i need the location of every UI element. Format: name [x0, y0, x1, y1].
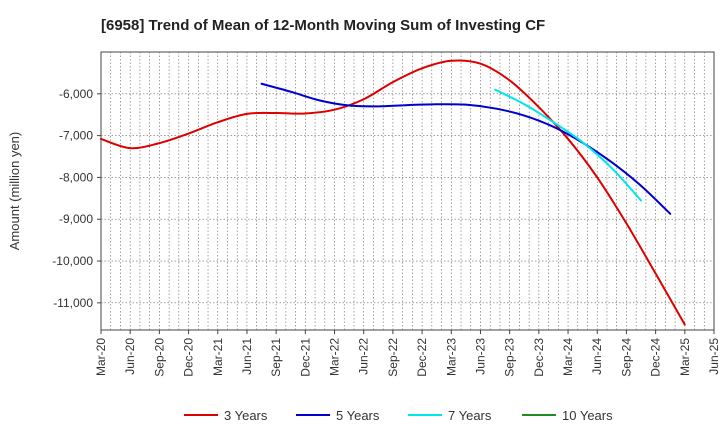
x-tick-label: Mar-23 [444, 338, 458, 376]
x-tick-label: Sep-21 [269, 338, 283, 377]
x-tick-label: Mar-24 [561, 338, 575, 376]
x-tick-label: Jun-21 [240, 338, 254, 375]
legend: 3 Years 5 Years 7 Years 10 Years [184, 408, 613, 423]
chart-title: [6958] Trend of Mean of 12-Month Moving … [101, 17, 545, 34]
x-tick-label: Dec-23 [532, 338, 546, 377]
x-tick-label: Sep-24 [619, 338, 633, 377]
y-tick-label: -9,000 [59, 212, 93, 226]
x-tick-label: Sep-20 [152, 338, 166, 377]
x-tick-label: Sep-23 [503, 338, 517, 377]
x-tick-label: Sep-22 [386, 338, 400, 377]
y-axis: -6,000 -7,000 -8,000 -9,000 -10,000 -11,000 [52, 87, 101, 310]
x-tick-label: Dec-20 [182, 338, 196, 377]
series-line-7-years [494, 88, 643, 202]
x-tick-label: Jun-23 [473, 338, 487, 375]
x-tick-label: Mar-20 [94, 338, 108, 376]
series-line-3-years [100, 59, 686, 326]
grid-lines [101, 52, 714, 330]
y-tick-label: -10,000 [52, 254, 93, 268]
x-tick-label: Jun-25 [707, 338, 720, 375]
plot-area [100, 51, 715, 331]
legend-label-7-years: 7 Years [448, 408, 492, 423]
x-tick-label: Dec-21 [298, 338, 312, 377]
y-axis-label: Amount (million yen) [7, 132, 22, 251]
legend-label-10-years: 10 Years [562, 408, 613, 423]
x-tick-label: Jun-24 [590, 338, 604, 375]
y-tick-label: -8,000 [59, 170, 93, 184]
legend-label-3-years: 3 Years [224, 408, 268, 423]
x-tick-label: Jun-20 [123, 338, 137, 375]
legend-label-5-years: 5 Years [336, 408, 380, 423]
series-line-5-years [260, 82, 672, 215]
y-tick-label: -7,000 [59, 129, 93, 143]
x-tick-label: Dec-24 [649, 338, 663, 377]
x-tick-label: Dec-22 [415, 338, 429, 377]
y-tick-label: -11,000 [53, 296, 93, 310]
x-tick-label: Mar-21 [211, 338, 225, 376]
x-tick-label: Mar-22 [328, 338, 342, 376]
y-tick-label: -6,000 [59, 87, 93, 101]
x-tick-label: Jun-22 [357, 338, 371, 375]
x-tick-label: Mar-25 [678, 338, 692, 376]
series-lines [100, 59, 686, 326]
x-axis: Mar-20 Jun-20 Sep-20 Dec-20 Mar-21 Jun-21 Sep-… [94, 330, 720, 377]
